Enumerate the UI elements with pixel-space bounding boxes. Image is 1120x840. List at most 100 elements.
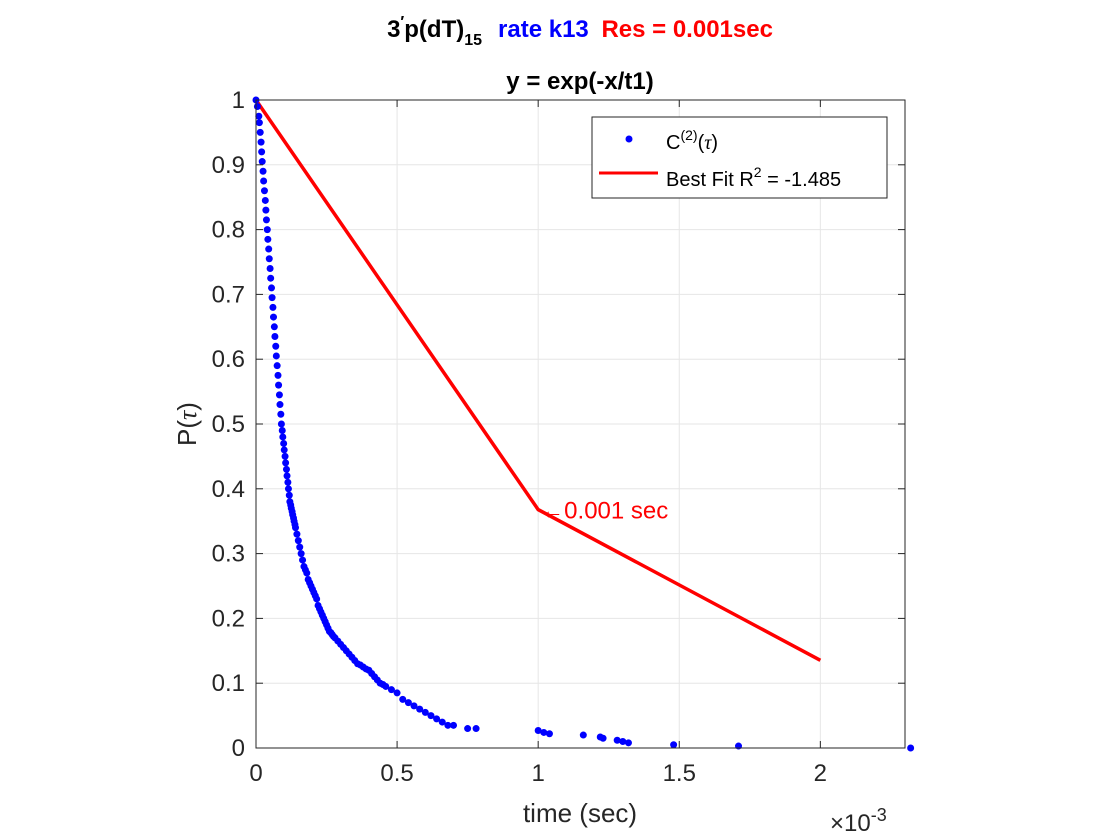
y-tick-label: 1 (232, 87, 245, 114)
data-point (263, 226, 271, 234)
data-point (259, 167, 267, 175)
legend: C(2)(τ) Best Fit R2 = -1.485 (591, 116, 888, 199)
data-point (274, 371, 282, 379)
fit-line-series (254, 99, 822, 662)
data-point (279, 433, 287, 441)
title-part-a-prime: ′ (400, 14, 404, 31)
x-tick-label: 2 (814, 760, 827, 787)
data-point (438, 718, 446, 726)
gridlines (255, 99, 905, 749)
data-point (272, 352, 280, 360)
data-point (269, 303, 277, 311)
data-point (262, 216, 270, 224)
data-point (280, 439, 288, 447)
data-point (433, 715, 441, 723)
data-point (268, 294, 276, 302)
axis-ticks (255, 99, 905, 749)
data-point (269, 313, 277, 321)
data-point (258, 148, 266, 156)
title-part-a-base: 3 (387, 16, 400, 43)
data-point (272, 342, 280, 350)
data-point (619, 738, 627, 746)
x-tick-label: 1.5 (663, 760, 696, 787)
data-point (545, 730, 553, 738)
data-point (299, 556, 307, 564)
legend-label-scatter: C(2)(τ) (666, 127, 718, 154)
data-point (253, 102, 261, 110)
legend-line-base: Best Fit R (666, 169, 754, 191)
data-point (313, 595, 321, 603)
data-point (579, 731, 587, 739)
data-point (613, 736, 621, 744)
y-tick-label: 0.4 (212, 476, 245, 503)
legend-scatter-base: C (666, 132, 680, 154)
data-point (265, 255, 273, 263)
data-point (260, 187, 268, 195)
data-point (265, 245, 273, 253)
data-point (421, 708, 429, 716)
data-point (281, 452, 289, 460)
data-point (382, 682, 390, 690)
data-point (410, 702, 418, 710)
y-tick-label: 0.2 (212, 605, 245, 632)
data-point (303, 569, 311, 577)
scatter-series (252, 96, 915, 752)
data-point (280, 446, 288, 454)
data-point (464, 725, 472, 733)
legend-line-rest: = -1.485 (762, 169, 842, 191)
data-point (284, 485, 292, 493)
fit-line (254, 99, 822, 662)
data-point (294, 537, 302, 545)
data-point (273, 362, 281, 370)
data-point (267, 274, 275, 282)
data-point (735, 742, 743, 750)
data-point (282, 459, 290, 467)
data-point (282, 465, 290, 473)
data-point (404, 699, 412, 707)
legend-line-sup: 2 (754, 164, 762, 180)
data-point (534, 727, 542, 735)
y-tick-label: 0.1 (212, 670, 245, 697)
data-point (257, 138, 265, 146)
x-tick-label: 1 (531, 760, 544, 787)
data-point (284, 478, 292, 486)
title-part-a-rest: p(dT) (404, 16, 464, 43)
data-point (624, 739, 632, 747)
x-tick-label: 0 (249, 760, 262, 787)
data-point (387, 686, 395, 694)
data-point (262, 206, 270, 214)
x-axis-exponent: ×10-3 (830, 805, 887, 837)
y-tick-label: 0.6 (212, 346, 245, 373)
x-tick-labels: 0 0.5 1 1.5 2 (249, 760, 827, 787)
data-point (278, 426, 286, 434)
data-point (276, 401, 284, 409)
data-point (444, 721, 452, 729)
data-point (297, 550, 305, 558)
data-point (599, 734, 607, 742)
title-part-b: rate k13 (498, 16, 589, 43)
data-point (427, 712, 435, 720)
legend-scatter-sym: τ (704, 132, 712, 154)
data-point (270, 323, 278, 331)
legend-scatter-close: ) (711, 132, 718, 154)
legend-box (591, 116, 888, 199)
chart-title-line2: y = exp(-x/t1) (506, 68, 653, 95)
data-point (261, 196, 269, 204)
data-point (277, 420, 285, 428)
data-point (258, 158, 266, 166)
title-part-a-sub: 15 (464, 32, 482, 49)
x-tick-label: 0.5 (380, 760, 413, 787)
fit-annotation: ←0.001 sec (540, 498, 668, 525)
data-point (292, 524, 300, 532)
data-point (296, 543, 304, 551)
data-point (450, 721, 458, 729)
legend-scatter-sup: (2) (680, 127, 697, 143)
data-point (275, 381, 283, 389)
data-point (393, 689, 401, 697)
y-tick-labels: 0 0.1 0.2 0.3 0.4 0.5 0.6 0.7 0.8 0.9 1 (212, 87, 245, 762)
x-axis-exponent-base: ×10 (830, 810, 871, 837)
data-point (277, 410, 285, 418)
data-point (283, 472, 291, 480)
title-part-c: Res = 0.001sec (601, 16, 772, 43)
